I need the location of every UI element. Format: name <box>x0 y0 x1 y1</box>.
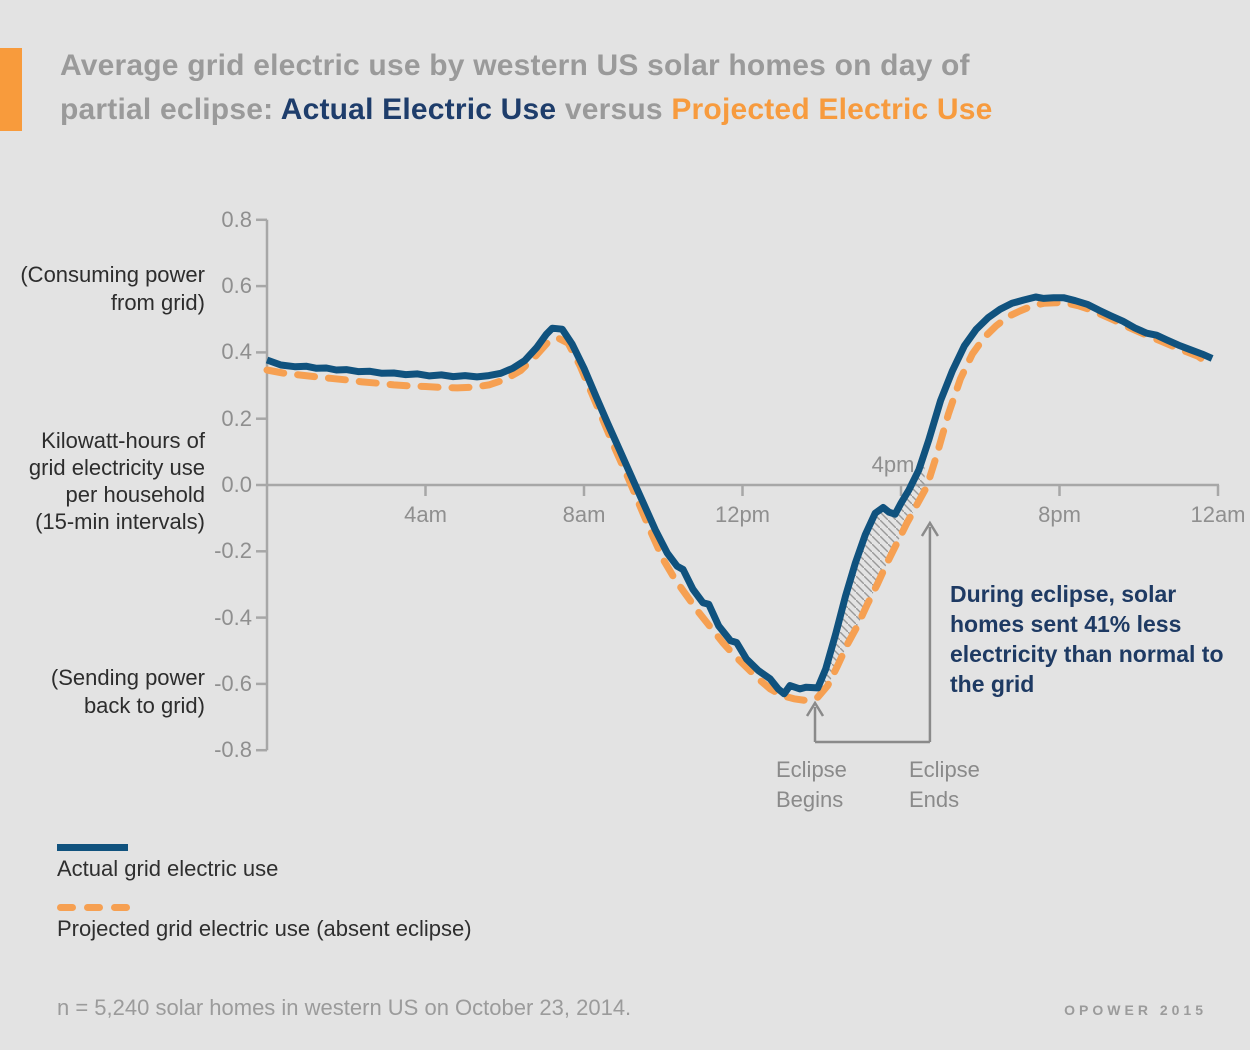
actual-use-line <box>265 293 1214 698</box>
projected-line-swatch <box>57 904 147 911</box>
y-axis-unit-label: Kilowatt-hours of grid electricity use p… <box>28 428 205 534</box>
legend-item-projected: Projected grid electric use (absent ecli… <box>57 904 617 943</box>
accent-bar <box>0 48 22 131</box>
sample-size-note: n = 5,240 solar homes in western US on O… <box>57 995 632 1020</box>
axes <box>256 218 1220 752</box>
chart-title-line2: partial eclipse: Actual Electric Use ver… <box>60 93 993 126</box>
chart-title: Average grid electric use by western US … <box>60 44 1200 132</box>
eclipse-begins-arrow-head <box>805 700 825 717</box>
legend-item-actual: Actual grid electric use <box>57 844 617 883</box>
chart-title-line1: Average grid electric use by western US … <box>60 49 970 82</box>
eclipse-callout-text: During eclipse, solar homes sent 41% les… <box>950 581 1224 697</box>
eclipse-begins-label: Eclipse Begins <box>776 757 847 812</box>
annotation-arrows <box>805 520 939 744</box>
eclipse-ends-label: Eclipse Ends <box>909 757 980 812</box>
consuming-power-label: (Consuming power from grid) <box>20 262 205 315</box>
data-series <box>263 293 1214 704</box>
title-actual-phrase: Actual Electric Use <box>280 93 557 126</box>
actual-line-swatch <box>57 844 128 851</box>
legend: Actual grid electric use Projected grid … <box>57 844 617 964</box>
legend-actual-label: Actual grid electric use <box>57 856 279 881</box>
legend-projected-label: Projected grid electric use (absent ecli… <box>57 916 472 941</box>
sending-power-label: (Sending power back to grid) <box>50 665 205 718</box>
eclipse-ends-arrow-head <box>920 520 939 537</box>
title-projected-phrase: Projected Electric Use <box>671 93 993 126</box>
brand-credit: OPOWER 2015 <box>1064 1002 1207 1018</box>
projected-use-line <box>263 299 1214 704</box>
